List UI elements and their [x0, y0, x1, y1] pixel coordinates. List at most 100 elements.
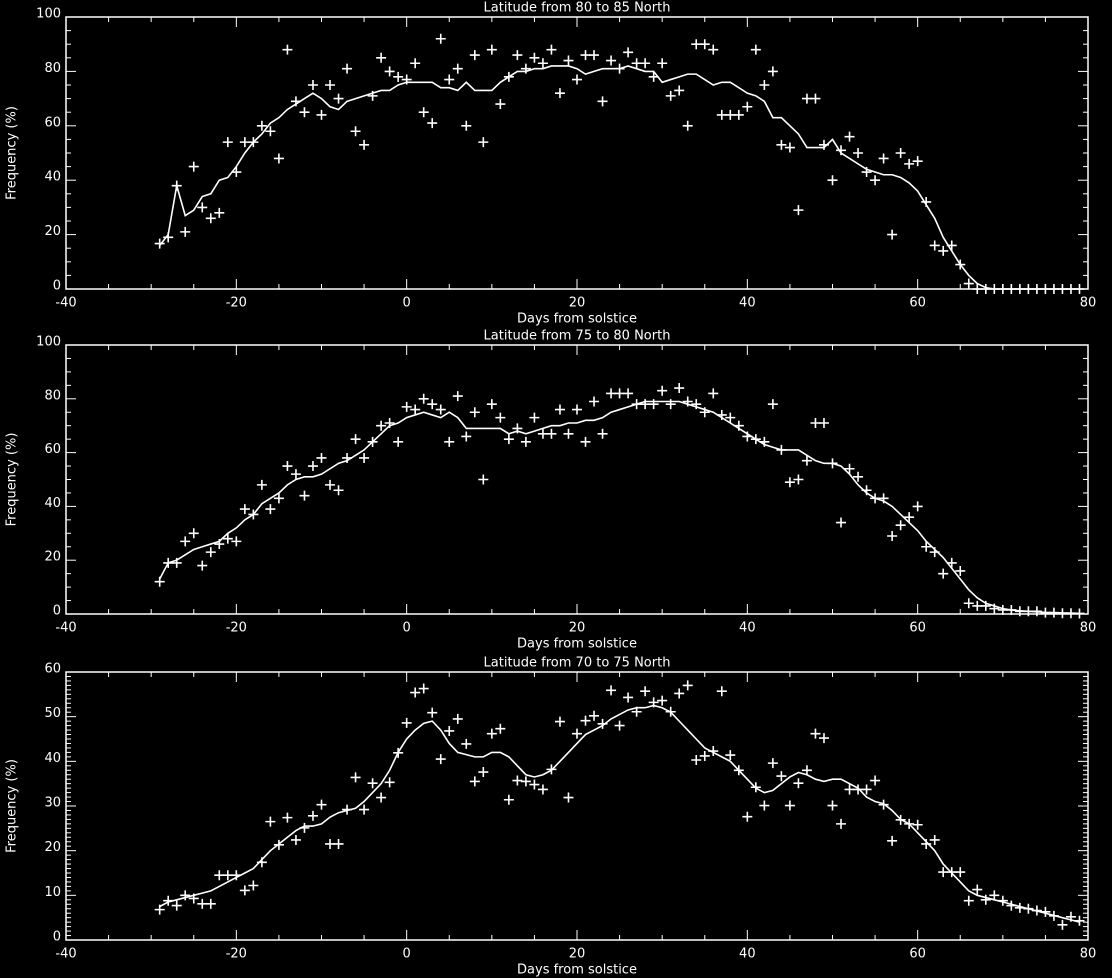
plus-marker: [316, 799, 327, 810]
plus-marker: [606, 685, 617, 696]
plus-marker: [623, 692, 634, 703]
plus-marker: [963, 598, 974, 609]
plus-marker: [239, 885, 250, 896]
plus-marker: [205, 547, 216, 558]
plus-marker: [878, 153, 889, 164]
y-tick-label: 20: [44, 840, 61, 855]
plus-marker: [307, 461, 318, 472]
plus-marker: [580, 715, 591, 726]
plus-marker: [265, 816, 276, 827]
plus-marker: [478, 137, 489, 148]
plus-marker: [350, 434, 361, 445]
plus-marker: [682, 120, 693, 131]
plus-marker: [359, 139, 370, 150]
plus-marker: [733, 109, 744, 120]
plus-marker: [503, 794, 514, 805]
plus-marker: [972, 600, 983, 611]
x-tick-label: -20: [226, 947, 247, 962]
plus-marker: [606, 388, 617, 399]
plus-marker: [572, 74, 582, 85]
plus-marker: [844, 784, 855, 795]
y-axis-label: Frequency (%): [5, 759, 20, 853]
plus-marker: [520, 436, 531, 447]
y-tick-label: 20: [44, 224, 61, 239]
x-tick-label: 60: [909, 947, 926, 962]
y-tick-label: 100: [36, 335, 61, 350]
x-axis-label: Days from solstice: [517, 637, 637, 652]
smoothed-line: [158, 400, 1080, 615]
plus-marker: [716, 686, 727, 697]
plus-marker: [563, 428, 574, 439]
plus-marker: [691, 39, 702, 50]
plus-marker: [469, 776, 480, 787]
plus-marker: [870, 175, 881, 186]
plus-marker: [239, 504, 250, 515]
plus-marker: [282, 44, 293, 55]
plus-marker: [410, 687, 421, 698]
chart-title: Latitude from 70 to 75 North: [484, 656, 671, 671]
plus-marker: [589, 710, 600, 721]
plus-marker: [818, 733, 829, 744]
plus-marker: [427, 118, 438, 129]
plus-marker: [597, 96, 608, 107]
plus-marker: [384, 777, 395, 788]
plus-marker: [887, 530, 898, 541]
plus-marker: [912, 501, 923, 512]
plus-marker: [367, 778, 378, 789]
plus-marker: [512, 775, 523, 786]
plus-marker: [980, 284, 991, 294]
y-tick-label: 40: [44, 496, 61, 511]
plus-marker: [444, 74, 455, 85]
plus-marker: [273, 153, 284, 164]
plus-marker: [580, 436, 591, 447]
plus-marker: [972, 884, 983, 895]
plus-marker: [674, 688, 685, 699]
plus-marker: [955, 565, 966, 576]
plus-marker: [725, 750, 736, 761]
plus-marker: [418, 393, 429, 404]
plus-marker: [640, 58, 651, 69]
plus-marker: [929, 834, 940, 845]
plus-marker: [674, 383, 685, 394]
plus-marker: [784, 142, 795, 153]
plus-marker: [963, 278, 974, 289]
plus-marker: [461, 120, 472, 131]
plus-marker: [887, 229, 898, 240]
plus-marker: [955, 867, 966, 878]
y-tick-label: 30: [44, 796, 61, 811]
plus-marker: [307, 80, 318, 90]
plus-marker: [486, 399, 497, 410]
plus-marker: [767, 66, 778, 77]
plus-marker: [333, 838, 344, 849]
plus-marker: [529, 412, 540, 423]
plus-marker: [435, 404, 446, 415]
plus-marker: [708, 44, 719, 55]
plus-marker: [572, 404, 582, 415]
plus-marker: [921, 541, 932, 552]
plus-marker: [725, 109, 736, 120]
plus-marker: [214, 207, 225, 218]
plus-marker: [461, 431, 472, 442]
x-tick-label: 40: [739, 296, 756, 311]
plus-marker: [1057, 919, 1068, 930]
plus-marker: [623, 388, 634, 399]
plus-marker: [801, 455, 812, 466]
y-tick-label: 0: [53, 930, 61, 945]
y-tick-label: 40: [44, 170, 61, 185]
plus-marker: [870, 775, 881, 786]
plus-marker: [393, 71, 404, 82]
plus-marker: [836, 517, 847, 528]
plus-marker: [759, 80, 770, 90]
plus-marker: [418, 683, 429, 694]
plus-marker: [376, 420, 387, 431]
plus-marker: [333, 93, 344, 104]
y-tick-label: 20: [44, 550, 61, 565]
plus-marker: [912, 819, 923, 830]
plus-marker: [997, 604, 1008, 615]
plus-marker: [359, 452, 370, 463]
plus-marker: [861, 784, 872, 795]
plus-marker: [546, 44, 557, 55]
y-axis-label: Frequency (%): [5, 433, 20, 527]
plus-marker: [299, 107, 310, 118]
y-tick-label: 60: [44, 662, 61, 677]
